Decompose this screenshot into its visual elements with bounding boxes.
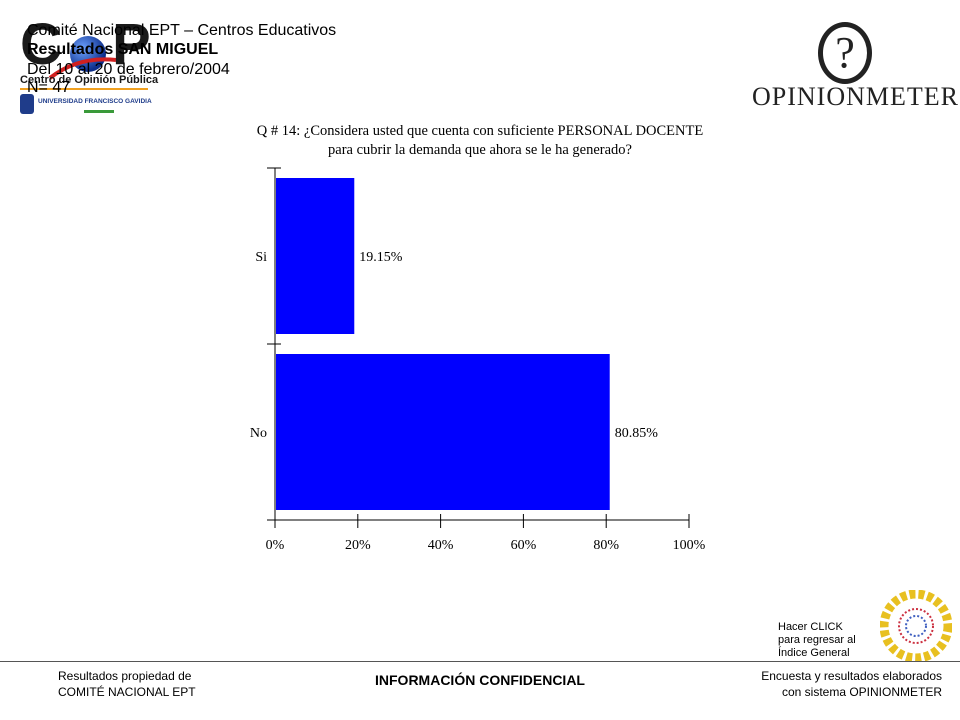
bar — [276, 178, 355, 334]
footer-ownership: Resultados propiedad de COMITÉ NACIONAL … — [58, 668, 196, 700]
back-link-line-1: Hacer CLICK — [778, 621, 843, 633]
x-tick-label: 40% — [428, 538, 454, 553]
globe-icon — [70, 36, 106, 72]
x-tick-label: 0% — [266, 538, 285, 553]
x-tick-label: 100% — [673, 538, 706, 553]
opinionmeter-logo: ? OPINIONMETER — [752, 20, 959, 120]
question-text: Q # 14: ¿Considera usted que cuenta con … — [180, 122, 780, 160]
header-sample-size: N= 47 — [27, 79, 71, 96]
footer-divider — [0, 661, 960, 662]
opinionmeter-wordmark: OPINIONMETER — [752, 82, 959, 111]
university-shield-icon — [20, 94, 34, 114]
question-mark-icon: ? — [818, 22, 872, 84]
bar-chart: 0% 20% 40% 60% 80% 100% Si 19.15% No 80.85% — [250, 167, 706, 553]
data-label: 80.85% — [615, 426, 659, 441]
footer-credits: Encuesta y resultados elaborados con sis… — [761, 668, 942, 700]
x-tick-label: 80% — [593, 538, 619, 553]
header-results-title: Resultados SAN MIGUEL — [27, 41, 219, 58]
x-tick-label: 20% — [345, 538, 371, 553]
cop-logo-letter-c: C — [20, 12, 62, 77]
swoosh-icon — [48, 57, 117, 80]
cop-logo: C P Centro de Opinión Pública UNIVERSIDA… — [18, 14, 158, 120]
back-link-line-2: para regresar al — [778, 634, 856, 646]
footer-left-line-1: Resultados propiedad de — [58, 669, 192, 683]
x-tick-label: 60% — [511, 538, 537, 553]
back-link-line-3: Índice General — [778, 647, 850, 659]
footer-right-line-2: con sistema OPINIONMETER — [781, 685, 942, 699]
back-to-index-link[interactable]: Hacer CLICK para regresar al Índice Gene… — [778, 621, 856, 660]
bar — [276, 354, 610, 510]
question-line-2: para cubrir la demanda que ahora se le h… — [328, 142, 632, 158]
header-committee: Comité Nacional EPT – Centros Educativos — [27, 22, 337, 39]
footer-right-line-1: Encuesta y resultados elaborados — [761, 669, 942, 683]
cop-logo-subtitle: Centro de Opinión Pública — [20, 74, 159, 86]
cop-logo-university: UNIVERSIDAD FRANCISCO GAVIDIA — [38, 98, 152, 105]
cop-logo-divider — [20, 88, 148, 90]
campaign-logo — [880, 590, 952, 662]
category-label: Si — [255, 250, 267, 265]
category-label: No — [250, 426, 267, 441]
confidential-notice: INFORMACIÓN CONFIDENCIAL — [375, 672, 585, 688]
footer-left-line-2: COMITÉ NACIONAL EPT — [58, 685, 196, 699]
cop-logo-letter-p: P — [112, 12, 151, 77]
header-date-range: Del 10 al 20 de febrero/2004 — [27, 61, 230, 78]
cop-logo-accent — [84, 110, 114, 113]
question-line-1: Q # 14: ¿Considera usted que cuenta con … — [256, 123, 704, 139]
data-label: 19.15% — [359, 250, 403, 265]
